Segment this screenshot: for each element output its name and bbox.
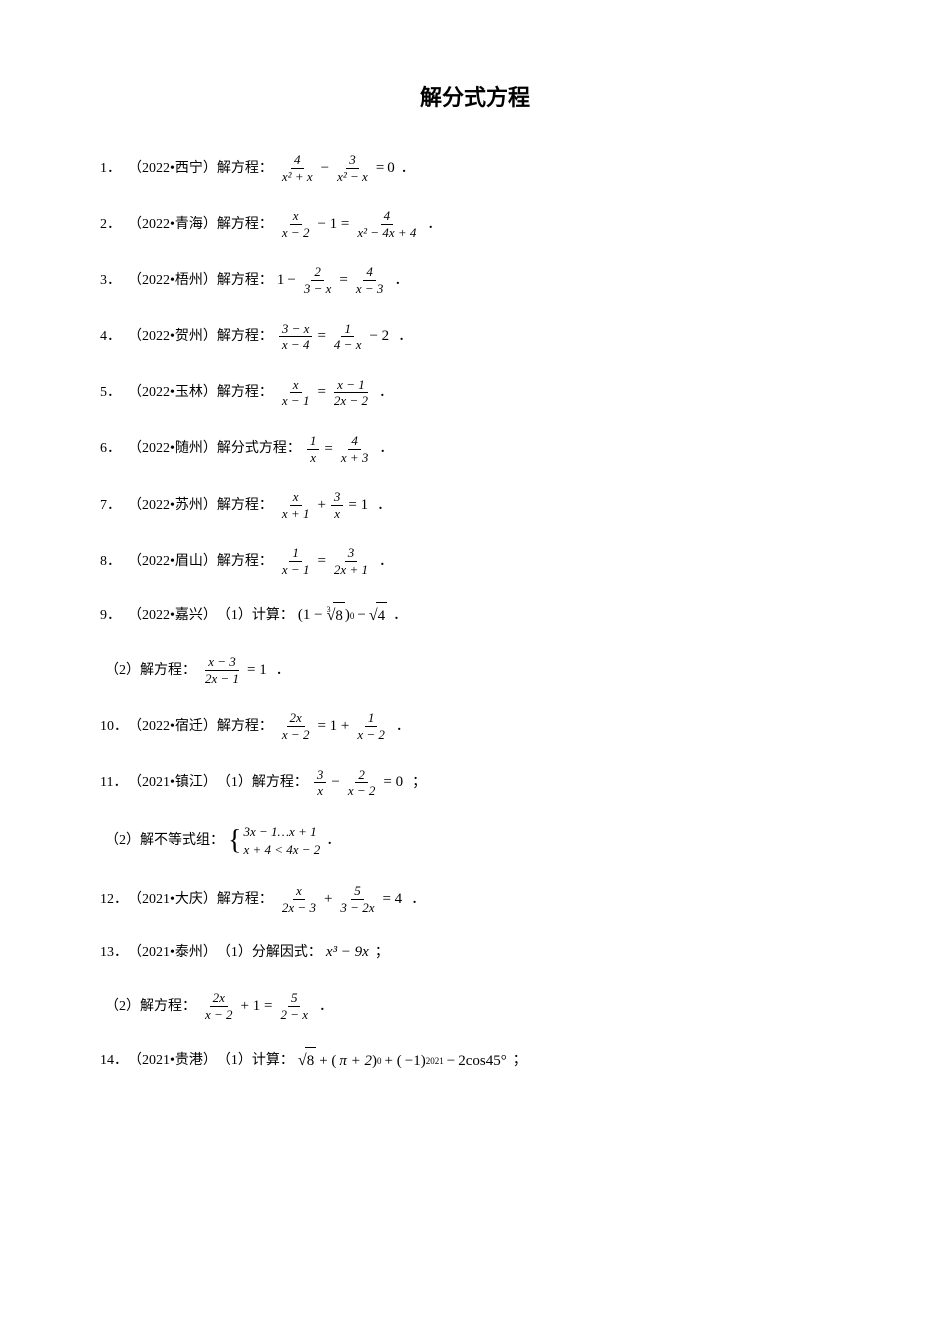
problem-12: 12． （2021•大庆） 解方程： x2x − 3 + 53 − 2x = 4… <box>100 883 850 915</box>
formula-11: 3x − 2x − 2 = 0 <box>312 767 406 799</box>
formula-4: 3 − xx − 4 = 14 − x − 2 <box>277 321 392 353</box>
problem-4: 4． （2022•贺州） 解方程： 3 − xx − 4 = 14 − x − … <box>100 321 850 353</box>
formula-3: 1− 23 − x = 4x − 3 <box>277 264 389 296</box>
problem-source: （2021•泰州） <box>128 940 217 965</box>
formula-6: 1x = 4x + 3 <box>305 433 374 465</box>
problem-label: 解方程： <box>217 156 273 181</box>
problem-14: 14． （2021•贵港） （1）计算： √8 + (π + 2)0 + (−1… <box>100 1047 850 1076</box>
problem-1: 1． （2022•西宁） 解方程： 4x² + x − 3x² − x =0 ． <box>100 152 850 184</box>
formula-12: x2x − 3 + 53 − 2x = 4 <box>277 883 405 915</box>
problem-label: 解方程： <box>217 324 273 349</box>
problem-number: 4． <box>100 324 128 349</box>
formula-9: (1 − 3√8)0 − √4 <box>298 602 387 631</box>
formula-11b: { 3x − 1…x + 1 x + 4 < 4x − 2 <box>228 823 320 859</box>
problem-label: 解方程： <box>217 380 273 405</box>
problem-source: （2022•玉林） <box>128 380 217 405</box>
problem-label: （2）解方程： <box>105 994 196 1019</box>
problem-label: 解方程： <box>217 268 273 293</box>
problem-number: 2． <box>100 212 128 237</box>
problem-label: 解方程： <box>217 714 273 739</box>
formula-7: xx + 1 + 3x = 1 <box>277 489 371 521</box>
problem-label: 解方程： <box>217 212 273 237</box>
problem-number: 14． <box>100 1048 128 1073</box>
formula-5: xx − 1 = x − 12x − 2 <box>277 377 373 409</box>
formula-2: xx − 2 − 1 = 4x² − 4x + 4 <box>277 208 421 240</box>
problem-11-sub: （2）解不等式组： { 3x − 1…x + 1 x + 4 < 4x − 2 … <box>105 823 850 859</box>
problem-8: 8． （2022•眉山） 解方程： 1x − 1 = 32x + 1 ． <box>100 545 850 577</box>
formula-14: √8 + (π + 2)0 + (−1)2021 −2cos45° <box>298 1047 507 1076</box>
formula-1: 4x² + x − 3x² − x =0 <box>277 152 395 184</box>
problem-label: 解方程： <box>217 887 273 912</box>
formula-9b: x − 32x − 1 = 1 <box>200 654 270 686</box>
problem-13: 13． （2021•泰州） （1）分解因式： x³ − 9x ； <box>100 939 850 966</box>
problem-label: （2）解方程： <box>105 658 196 683</box>
problem-number: 8． <box>100 549 128 574</box>
problem-source: （2022•西宁） <box>128 156 217 181</box>
problem-10: 10． （2022•宿迁） 解方程： 2xx − 2 = 1 + 1x − 2 … <box>100 710 850 742</box>
problem-label: （1）计算： <box>217 1048 294 1073</box>
problem-number: 5． <box>100 380 128 405</box>
problem-number: 11． <box>100 770 128 795</box>
problem-9-sub: （2）解方程： x − 32x − 1 = 1 ． <box>105 654 850 686</box>
problem-source: （2021•镇江） <box>128 770 217 795</box>
problem-11: 11． （2021•镇江） （1）解方程： 3x − 2x − 2 = 0 ； <box>100 767 850 799</box>
problem-source: （2021•大庆） <box>128 887 217 912</box>
problem-9: 9． （2022•嘉兴） （1）计算： (1 − 3√8)0 − √4 ． <box>100 602 850 631</box>
problem-label: （2）解不等式组： <box>105 828 224 853</box>
problem-number: 6． <box>100 436 128 461</box>
problem-3: 3． （2022•梧州） 解方程： 1− 23 − x = 4x − 3 ． <box>100 264 850 296</box>
problem-number: 3． <box>100 268 128 293</box>
problem-source: （2022•眉山） <box>128 549 217 574</box>
problem-source: （2022•随州） <box>128 436 217 461</box>
problem-label: 解方程： <box>217 549 273 574</box>
problem-source: （2022•嘉兴） <box>128 603 217 628</box>
formula-10: 2xx − 2 = 1 + 1x − 2 <box>277 710 390 742</box>
problem-5: 5． （2022•玉林） 解方程： xx − 1 = x − 12x − 2 ． <box>100 377 850 409</box>
problem-number: 13． <box>100 940 128 965</box>
problem-number: 9． <box>100 603 128 628</box>
problem-7: 7． （2022•苏州） 解方程： xx + 1 + 3x = 1 ． <box>100 489 850 521</box>
problem-source: （2022•苏州） <box>128 493 217 518</box>
formula-8: 1x − 1 = 32x + 1 <box>277 545 373 577</box>
problem-source: （2022•青海） <box>128 212 217 237</box>
problem-number: 12． <box>100 887 128 912</box>
problem-number: 1． <box>100 156 128 181</box>
problem-number: 10． <box>100 714 128 739</box>
problem-13-sub: （2）解方程： 2xx − 2 + 1 = 52 − x ． <box>105 990 850 1022</box>
problem-2: 2． （2022•青海） 解方程： xx − 2 − 1 = 4x² − 4x … <box>100 208 850 240</box>
formula-13b: 2xx − 2 + 1 = 52 − x <box>200 990 313 1022</box>
problem-label: 解方程： <box>217 493 273 518</box>
formula-13: x³ − 9x <box>326 939 369 966</box>
problem-source: （2022•贺州） <box>128 324 217 349</box>
problem-label: 解分式方程： <box>217 436 301 461</box>
problem-number: 7． <box>100 493 128 518</box>
problem-label: （1）解方程： <box>217 770 308 795</box>
problem-source: （2022•宿迁） <box>128 714 217 739</box>
problem-label: （1）分解因式： <box>217 940 322 965</box>
problem-6: 6． （2022•随州） 解分式方程： 1x = 4x + 3 ． <box>100 433 850 465</box>
problem-source: （2021•贵港） <box>128 1048 217 1073</box>
problem-source: （2022•梧州） <box>128 268 217 293</box>
page-title: 解分式方程 <box>100 80 850 112</box>
problem-label: （1）计算： <box>217 603 294 628</box>
